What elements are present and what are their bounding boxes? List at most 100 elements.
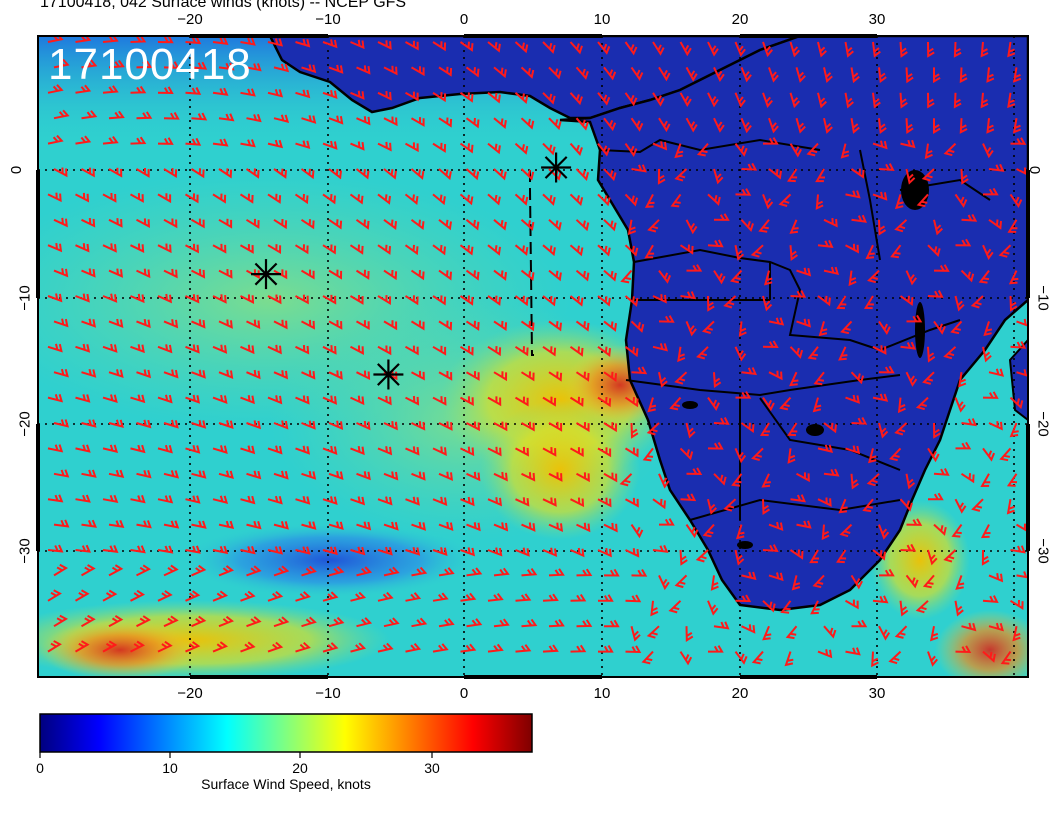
wind-barb (872, 41, 881, 58)
wind-barb (405, 91, 419, 102)
wind-barb (729, 269, 743, 284)
wind-barb (954, 600, 964, 617)
wind-barb (157, 495, 174, 504)
wind-barb (74, 589, 90, 602)
wind-barb (295, 38, 311, 48)
wind-barb (81, 519, 97, 528)
wind-barb (438, 66, 453, 77)
wind-barb (845, 394, 861, 404)
wind-barb (921, 168, 935, 182)
wind-barb (383, 65, 398, 76)
wind-barb (707, 193, 721, 206)
wind-barb (493, 522, 509, 532)
wind-barb (734, 346, 747, 362)
wind-barb (839, 523, 853, 538)
wind-barb (542, 41, 556, 54)
wind-barb (569, 396, 584, 407)
wind-barb (548, 269, 562, 282)
wind-barb (652, 92, 665, 107)
wind-barb (157, 86, 174, 95)
wind-barb (878, 625, 891, 641)
wind-barb (890, 244, 902, 259)
wind-barb (130, 344, 145, 354)
wind-barb (515, 446, 529, 457)
wind-barb (212, 394, 228, 404)
wind-barb (570, 644, 587, 653)
wind-barb (980, 41, 989, 58)
wind-barb (328, 471, 344, 481)
lon-tick-top: 20 (731, 11, 749, 28)
wind-barb (459, 345, 474, 356)
wind-barb (240, 139, 256, 148)
wind-barb (959, 67, 968, 84)
wind-barb (53, 519, 70, 528)
wind-barb (810, 600, 820, 615)
wind-barb (630, 524, 644, 539)
wind-barb (102, 136, 119, 145)
wind-barb (328, 566, 345, 577)
wind-barb (295, 641, 311, 653)
wind-barb (218, 113, 235, 122)
wind-barb (955, 575, 965, 590)
wind-barb (438, 117, 453, 128)
wind-barb (872, 549, 886, 561)
wind-barb (267, 193, 282, 204)
wind-barb (185, 495, 201, 504)
wind-barb (840, 143, 850, 159)
wind-barb (520, 371, 535, 382)
wind-barb (460, 396, 474, 407)
wind-barb (130, 444, 146, 454)
wind-barb (1009, 396, 1024, 410)
wind-barb (734, 549, 745, 566)
wind-barb (630, 320, 645, 333)
wind-barb (927, 290, 944, 298)
wind-barb (603, 168, 617, 182)
wind-barb (1009, 599, 1024, 610)
colorbar-tick: 10 (162, 760, 178, 776)
wind-barb (130, 293, 145, 304)
wind-barb (762, 340, 779, 349)
wind-barb (432, 41, 447, 52)
wind-barb (713, 270, 726, 285)
wind-barb (218, 218, 233, 229)
wind-barb (986, 67, 995, 83)
wind-barb (821, 524, 830, 541)
wind-barb (872, 140, 888, 150)
wind-barb (328, 168, 342, 180)
wind-barb (542, 92, 556, 105)
wind-barb (927, 244, 941, 258)
wind-barb (542, 447, 557, 457)
wind-barb (356, 521, 372, 531)
wind-barb (108, 469, 125, 479)
wind-barb (845, 599, 859, 610)
wind-barb (955, 441, 972, 450)
wind-barb (597, 92, 611, 106)
wind-barb (597, 396, 612, 408)
wind-barb (701, 320, 715, 334)
wind-barb (514, 92, 529, 105)
wind-barb (53, 318, 69, 328)
wind-barb (762, 625, 772, 641)
wind-barb (658, 66, 671, 82)
wind-barb (438, 521, 454, 532)
wind-barb (81, 59, 98, 69)
wind-barb (768, 370, 783, 381)
wind-barb (905, 168, 916, 185)
wind-barb (493, 618, 510, 628)
wind-barb (652, 41, 665, 56)
wind-barb (597, 41, 611, 55)
wind-barb (866, 473, 880, 487)
wind-barb (707, 92, 719, 108)
wind-barb (872, 393, 889, 402)
wind-barb (493, 320, 508, 331)
wind-barb (212, 36, 229, 46)
wind-barb (267, 495, 283, 505)
wind-barb (383, 421, 398, 431)
wind-barb (157, 193, 172, 204)
wind-barb (817, 92, 827, 109)
wind-barb (548, 117, 562, 131)
wind-barb (163, 112, 180, 120)
wind-barb (652, 294, 667, 304)
wind-barb (642, 447, 654, 462)
wind-barb (685, 524, 699, 539)
